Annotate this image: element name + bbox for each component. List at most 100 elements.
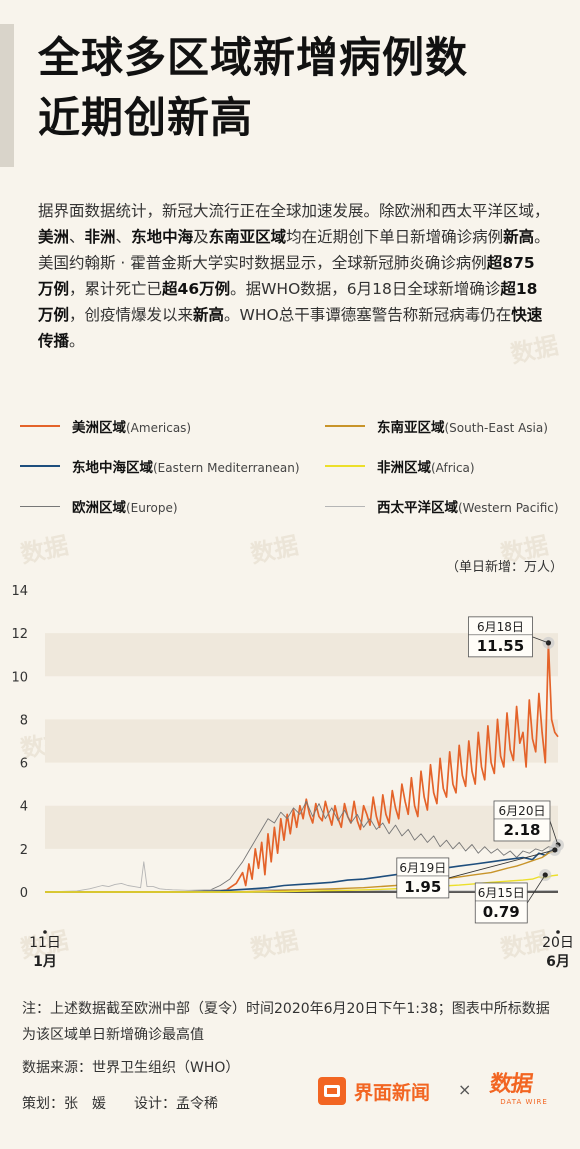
x-tick-label: 11日 <box>29 935 61 951</box>
intro-text-run: 美洲 <box>38 228 70 246</box>
line-chart: 0 2 4 6 8 10 12 14 11日 1月 20日 6月 6月18日 11.55 6月20日 2.18… <box>11 584 574 970</box>
legend-label: 非洲区域(Africa) <box>377 460 475 476</box>
intro-text-run: 新高 <box>193 306 225 324</box>
legend-label: 东地中海区域(Eastern Mediterranean) <box>72 460 300 476</box>
title-line-1: 全球多区域新增病例数 <box>38 33 469 82</box>
legend-item: 欧洲区域(Europe) <box>20 496 178 516</box>
legend-item: 非洲区域(Africa) <box>325 456 475 476</box>
legend-label-en: (Americas) <box>126 421 192 435</box>
annotation-value: 1.95 <box>404 878 441 896</box>
jiemian-logo-text: 界面新闻 <box>354 1081 431 1104</box>
times-separator: × <box>458 1080 472 1099</box>
intro-text-run: 快速传播 <box>38 306 543 350</box>
legend-label: 西太平洋区域(Western Pacific) <box>377 500 559 516</box>
legend-label-en: (South-East Asia) <box>444 421 548 435</box>
watermark: 数据 <box>17 530 71 569</box>
intro-text-run: 超46万例 <box>162 280 231 298</box>
intro-text-run: 均在近期创下单日新增确诊病例 <box>286 228 504 246</box>
legend-swatch <box>325 465 365 467</box>
legend-label-en: (Eastern Mediterranean) <box>153 461 300 475</box>
datawire-logo: 数据 DATA WIRE <box>488 1070 558 1106</box>
annotation-value: 0.79 <box>483 903 520 921</box>
intro-text-run: 。美国约翰斯 · 霍普金斯大学实时数据显示，全球新冠肺炎确诊病例 <box>38 228 550 272</box>
annotation-date: 6月15日 <box>478 886 525 900</box>
intro-text-run: 。据WHO数据，6月18日全球新增确诊 <box>230 280 501 298</box>
datawire-logo-text: 数据 <box>488 1071 534 1097</box>
intro-text-run: 超875万例 <box>38 254 535 298</box>
legend-swatch <box>20 465 60 467</box>
legend-swatch <box>325 505 365 507</box>
annotation-box <box>474 882 528 924</box>
series-line <box>45 874 559 893</box>
page-title: 全球多区域新增病例数 近期创新高 <box>38 28 568 148</box>
x-tick-label: 20日 <box>542 935 574 951</box>
intro-text-run: 及 <box>193 228 209 246</box>
y-tick-label: 10 <box>11 670 28 685</box>
legend-item: 东地中海区域(Eastern Mediterranean) <box>20 456 300 476</box>
y-tick-label: 4 <box>20 800 28 815</box>
annotation-dot <box>545 640 552 646</box>
y-tick-label: 2 <box>20 843 28 858</box>
watermark: 数据 <box>247 530 301 569</box>
intro-text-run: 东地中海 <box>131 228 194 246</box>
intro-text-run: 。WHO总干事谭德塞警告称新冠病毒仍在 <box>224 306 512 324</box>
annotation-date: 6月20日 <box>499 804 546 818</box>
annotation-leader <box>448 849 555 879</box>
legend-label: 东南亚区域(South-East Asia) <box>377 420 548 436</box>
intro-text-run: 据界面数据统计，新冠大流行正在全球加速发展。除欧洲和西太平洋区域， <box>38 202 550 220</box>
jiemian-logo-icon <box>318 1077 346 1105</box>
legend-item: 西太平洋区域(Western Pacific) <box>325 496 559 516</box>
legend-item: 美洲区域(Americas) <box>20 416 191 436</box>
y-tick-label: 14 <box>11 584 28 599</box>
intro-text-run: 超18万例 <box>38 280 538 324</box>
x-tick-mark <box>43 930 47 934</box>
intro-text-run: 、 <box>115 228 132 246</box>
x-tick-mark <box>556 930 560 934</box>
legend-swatch <box>20 505 60 507</box>
title-line-2: 近期创新高 <box>38 93 254 142</box>
intro-text-run: ，创疫情爆发以来 <box>69 306 194 324</box>
annotation-leader <box>526 874 546 904</box>
annotation-dot <box>552 847 558 853</box>
annotation-leader <box>549 820 559 846</box>
chart-legend: 美洲区域(Americas) 东南亚区域(South-East Asia) 东地中海… <box>20 416 565 526</box>
annotation-leader <box>532 636 549 644</box>
intro-text-run: 新高 <box>503 228 535 246</box>
annotation-box <box>396 857 450 899</box>
title-accent-bar <box>0 24 14 167</box>
series-line <box>45 800 559 893</box>
legend-label-en: (Western Pacific) <box>458 501 559 515</box>
unit-label: （单日新增：万人） <box>446 560 564 575</box>
y-tick-label: 12 <box>11 627 28 642</box>
y-tick-label: 8 <box>20 713 28 728</box>
legend-item: 东南亚区域(South-East Asia) <box>325 416 548 436</box>
footnote: 注：上述数据截至欧洲中部（夏令）时间2020年6月20日下午1:38；图表中所标… <box>22 1001 550 1043</box>
legend-label: 美洲区域(Americas) <box>72 420 192 436</box>
annotation-date: 6月19日 <box>399 861 446 875</box>
intro-text-run: 、 <box>69 228 85 246</box>
legend-label-en: (Europe) <box>126 501 178 515</box>
intro-text-run: 。 <box>69 332 85 350</box>
legend-label-en: (Africa) <box>431 461 475 475</box>
annotation-date: 6月18日 <box>477 620 524 634</box>
data-source: 数据来源：世界卫生组织（WHO） <box>22 1060 240 1076</box>
annotation-box <box>468 616 533 658</box>
series-line <box>45 844 559 893</box>
datawire-logo-sub: DATA WIRE <box>500 1098 548 1106</box>
y-tick-label: 6 <box>20 757 28 772</box>
series-line <box>45 641 559 893</box>
annotation-value: 2.18 <box>503 821 540 839</box>
annotation-value: 11.55 <box>477 637 524 655</box>
intro-text-run: ，累计死亡已 <box>69 280 163 298</box>
intro-text-run: 东南亚区域 <box>208 228 287 246</box>
annotation-box <box>493 800 551 842</box>
grid-band <box>45 719 558 763</box>
legend-label: 欧洲区域(Europe) <box>72 500 178 516</box>
y-tick-label: 0 <box>20 886 28 901</box>
jiemian-logo: 界面新闻 <box>318 1077 430 1105</box>
series-line <box>45 849 559 893</box>
legend-swatch <box>20 425 60 427</box>
credits: 策划：张 媛 设计：孟令稀 <box>22 1096 218 1112</box>
intro-paragraph: 据界面数据统计，新冠大流行正在全球加速发展。除欧洲和西太平洋区域，美洲、非洲、东… <box>38 198 550 354</box>
x-tick-label: 1月 <box>33 954 57 970</box>
